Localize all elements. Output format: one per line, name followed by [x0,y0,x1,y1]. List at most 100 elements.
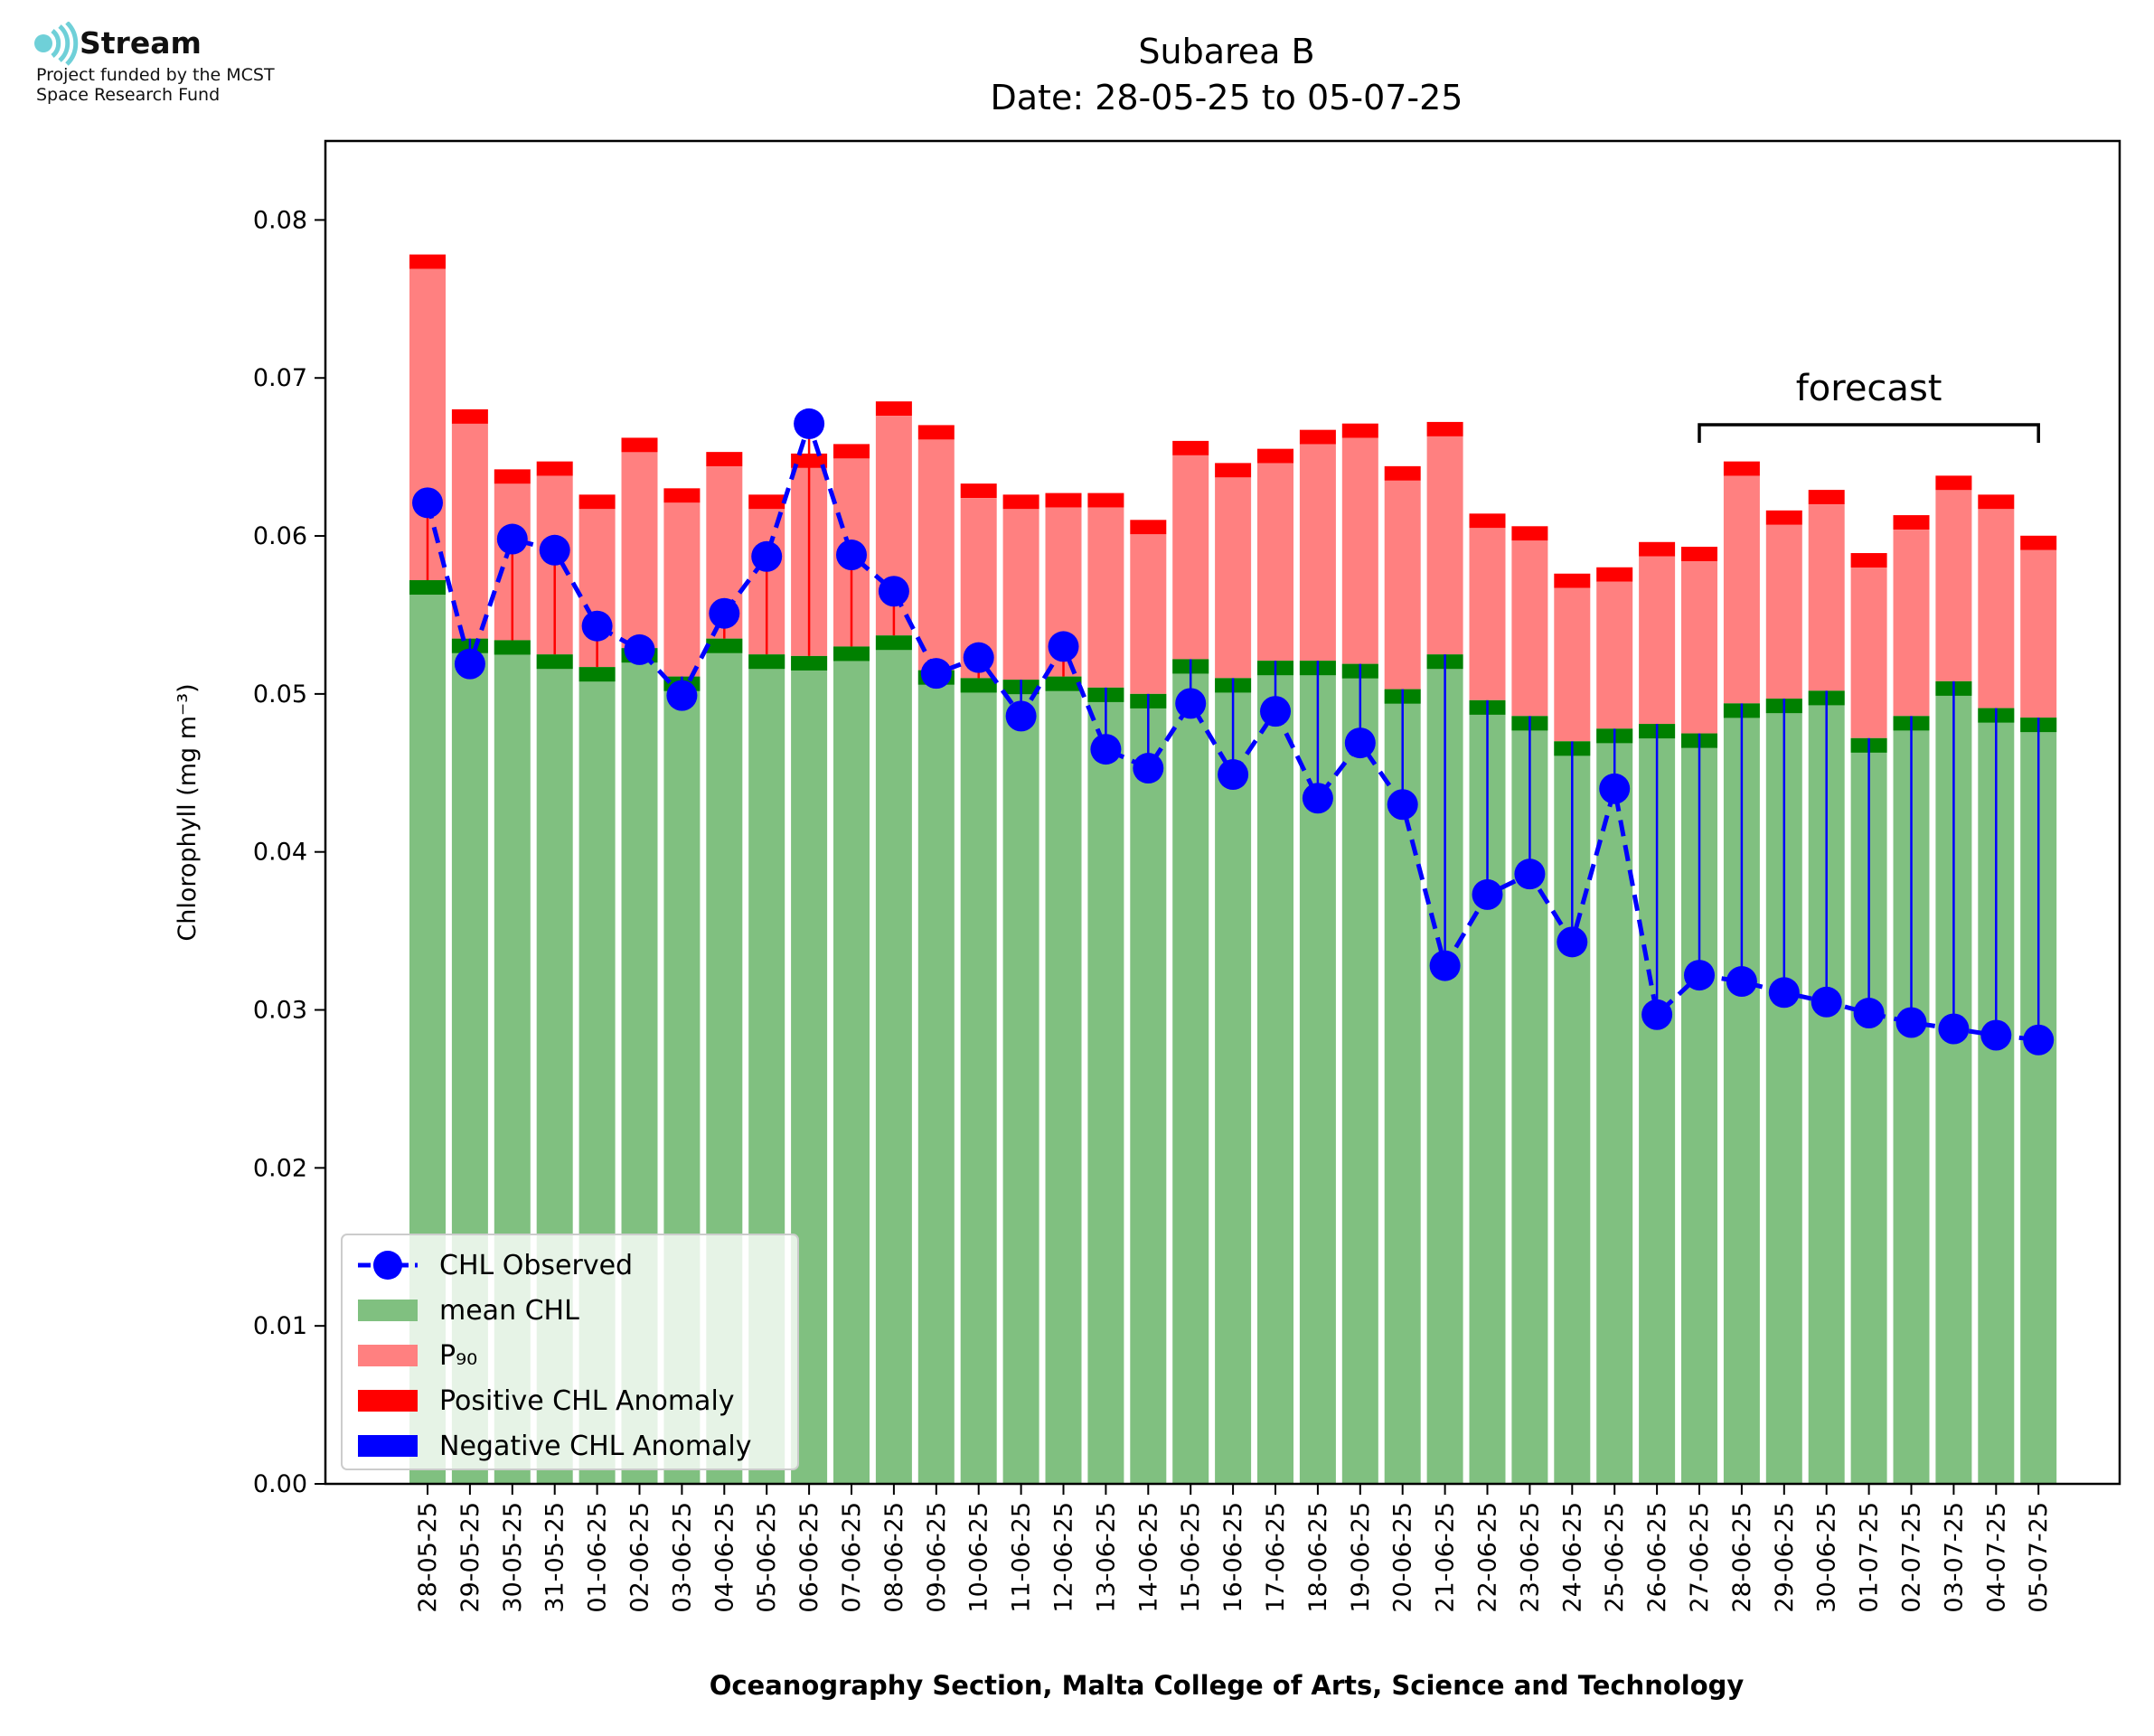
legend-label: mean CHL [439,1295,579,1327]
p90-bar [621,452,658,649]
p90-bar [1215,477,1252,679]
mean-chl-bar [960,678,997,1484]
legend-marker-swatch [373,1251,402,1280]
p90-cap-bar [1045,493,1082,508]
logo-line-2: Space Research Fund [36,85,221,105]
x-tick-label: 29-06-25 [1771,1502,1799,1613]
p90-bar [1978,509,2015,708]
x-tick-label: 25-06-25 [1601,1502,1629,1613]
chart-subtitle: Date: 28-05-25 to 05-07-25 [991,78,1463,117]
chl-observed-point [1387,789,1418,821]
p90-bar [1723,475,1760,704]
mean-chl-bar [833,646,870,1484]
mean-chl-bar [1384,689,1421,1484]
chl-observed-point [1344,727,1376,759]
x-tick-label: 02-07-25 [1898,1502,1926,1613]
mean-chl-bar [1087,687,1124,1484]
chl-observed-point [1090,734,1122,765]
chl-observed-point [1599,773,1631,804]
x-tick-label: 22-06-25 [1474,1502,1502,1613]
mean-cap-bar [1045,676,1082,691]
mean-chl-bar [1172,659,1209,1484]
chl-observed-point [1895,1007,1927,1038]
p90-cap-bar [409,254,446,269]
mean-cap-bar [494,640,531,655]
x-tick-label: 11-06-25 [1008,1502,1036,1613]
p90-cap-bar [621,437,658,453]
chl-observed-point [1811,986,1842,1018]
chl-observed-point [1514,859,1546,890]
forecast-bracket [1698,423,2040,443]
p90-bar [1130,534,1167,694]
y-tick-label: 0.04 [253,839,307,867]
x-tick-label: 04-07-25 [1982,1502,2010,1613]
legend-patch-swatch [358,1345,418,1366]
mean-chl-bar [1215,678,1252,1484]
p90-cap-bar [1299,429,1336,445]
chl-observed-point [1175,688,1207,719]
chl-observed-point [751,540,783,572]
x-tick-label: 14-06-25 [1134,1502,1162,1613]
p90-cap-bar [1681,547,1717,562]
y-tick-label: 0.05 [253,680,307,708]
p90-bar [2020,549,2057,718]
mean-cap-bar [960,678,997,693]
p90-bar [451,423,488,639]
p90-cap-bar [748,494,785,510]
chl-observed-point [1684,960,1715,991]
mean-cap-bar [833,646,870,662]
p90-bar [1596,581,1633,729]
x-tick-label: 30-06-25 [1813,1502,1841,1613]
x-tick-label: 06-06-25 [795,1502,823,1613]
x-tick-label: 07-06-25 [838,1502,866,1613]
mean-chl-bar [1341,663,1378,1484]
p90-bar [1554,587,1591,742]
p90-cap-bar [1087,493,1124,508]
x-tick-label: 05-07-25 [2025,1502,2053,1613]
p90-bar [1511,540,1548,717]
p90-cap-bar [1723,461,1760,476]
chl-observed-point [412,487,443,519]
chl-observed-point [1218,759,1249,791]
stream-logo-icon [34,21,79,66]
p90-cap-bar [1765,510,1802,525]
p90-cap-bar [1596,567,1633,582]
x-tick-label: 15-06-25 [1177,1502,1205,1613]
p90-cap-bar [536,461,573,476]
mean-cap-bar [791,655,828,671]
mean-chl-bar [875,635,912,1484]
x-tick-label: 28-06-25 [1728,1502,1756,1613]
y-axis-label: Chlorophyll (mg m⁻³) [174,683,202,941]
p90-cap-bar [1893,515,1930,530]
p90-cap-bar [917,425,955,440]
x-tick-label: 24-06-25 [1558,1502,1586,1613]
legend-box [341,1234,799,1470]
y-tick-label: 0.00 [253,1470,307,1498]
p90-cap-bar [1850,553,1887,568]
x-tick-label: 12-06-25 [1050,1502,1078,1613]
p90-cap-bar [1341,423,1378,438]
p90-bar [1765,524,1802,699]
chl-observed-point [963,642,994,673]
p90-bar [1257,463,1293,662]
mean-cap-bar [875,635,912,651]
chart-title: Subarea B [1138,32,1314,71]
chl-observed-point [1472,878,1503,910]
legend-label: Positive CHL Anomaly [439,1385,735,1417]
chl-observed-point [836,540,867,571]
p90-bar [1426,436,1463,655]
p90-cap-bar [1002,494,1039,510]
mean-chl-bar [1130,693,1167,1484]
chl-observed-point [496,523,528,555]
chl-observed-point [666,680,698,711]
mean-chl-bar [1257,661,1293,1484]
chl-observed-point [1853,998,1885,1029]
chl-observed-point [1641,999,1673,1030]
x-tick-label: 30-05-25 [499,1502,527,1613]
p90-cap-bar [451,408,488,424]
p90-cap-bar [875,401,912,417]
p90-cap-bar [1808,490,1845,505]
p90-cap-bar [1257,448,1293,464]
x-tick-label: 05-06-25 [753,1502,781,1613]
mean-cap-bar [578,667,616,682]
